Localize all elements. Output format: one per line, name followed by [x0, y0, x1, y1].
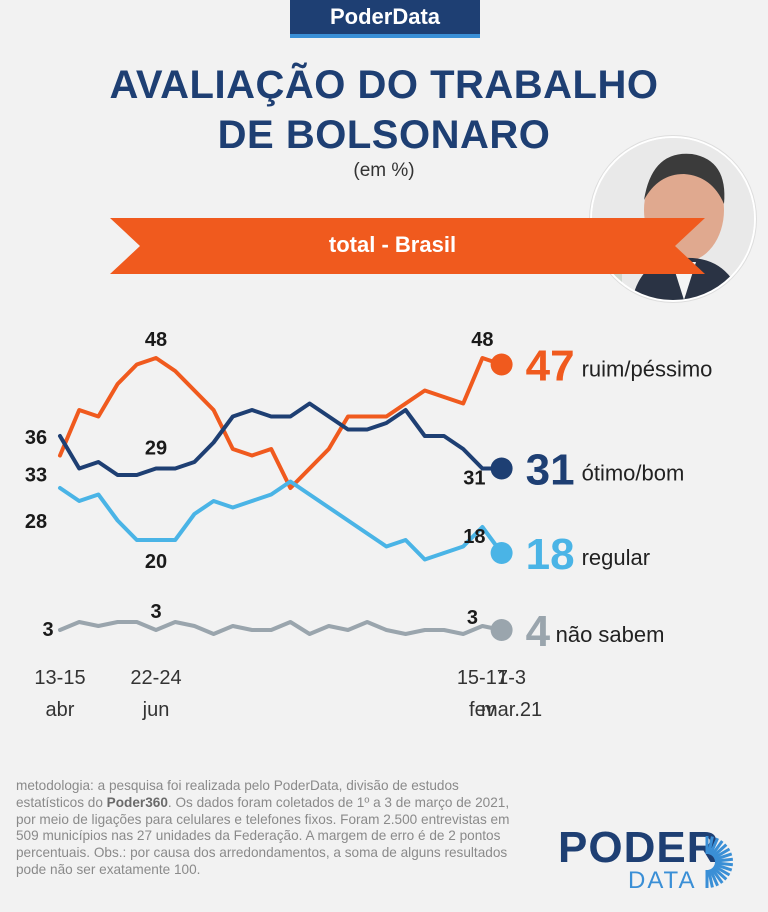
poderdata-badge: PoderData [290, 0, 480, 38]
data-label-regular-5: 20 [145, 551, 167, 573]
final-value-regular: 18 [526, 530, 575, 579]
methodology-suffix: . Os dados foram coletados de 1º a 3 de … [16, 794, 510, 877]
series-line-ruim [58, 356, 504, 490]
x-tick-23-line2: mar.21 [481, 699, 542, 721]
sunburst-ray [708, 837, 719, 856]
sunburst-ray [711, 843, 728, 858]
data-label-nao_sabem-0: 3 [42, 619, 53, 641]
sunburst-ray [713, 847, 731, 860]
data-label-nao_sabem-22: 3 [467, 607, 478, 629]
logo-poder-text: PODER [558, 823, 720, 872]
sunburst-ray [710, 867, 724, 884]
series-end-marker-nao_sabem [490, 619, 513, 641]
x-tick-23-line1: 1-3 [497, 667, 526, 689]
data-label-regular-0: 28 [25, 511, 47, 533]
series-line-otimo [58, 401, 504, 477]
series-end-marker-ruim [490, 353, 513, 376]
series-line-regular [58, 479, 504, 562]
chart-title-line-2: DE BOLSONARO [217, 113, 551, 157]
series-legend-otimo: ótimo/bom [582, 461, 685, 486]
x-tick-0-line1: 13-15 [34, 667, 85, 689]
sunburst-ray [713, 864, 731, 877]
sunburst-ray [707, 836, 714, 855]
series-legend-nao_sabem: não sabem [556, 622, 665, 647]
x-tick-0-line2: abr [46, 699, 75, 721]
x-tick-22-line1: 15-17 [457, 667, 508, 689]
methodology-source: Poder360 [106, 794, 168, 810]
banner-label: total - Brasil [328, 232, 457, 257]
logo-data-text: DATA [628, 867, 697, 894]
data-label-otimo-0: 36 [25, 427, 47, 449]
data-label-ruim-5: 48 [145, 329, 167, 351]
sunburst-ray [710, 840, 724, 857]
final-value-nao_sabem: 4 [526, 607, 551, 656]
sunburst-ray [708, 868, 719, 887]
series-legend-ruim: ruim/péssimo [582, 357, 713, 382]
data-label-ruim-22: 48 [471, 329, 493, 351]
x-tick-5-line1: 22-24 [130, 667, 181, 689]
line-chart: 47 ruim/péssimo 31 ótimo/bom 18 regular 4 não s… [25, 329, 713, 721]
final-value-ruim: 47 [526, 342, 575, 391]
data-label-regular-22: 18 [463, 526, 485, 548]
data-label-otimo-5: 29 [145, 438, 167, 460]
methodology-prefix: metodologia: a pesquisa foi realizada pe… [16, 778, 459, 810]
series-end-marker-regular [490, 542, 513, 564]
final-value-otimo: 31 [526, 446, 575, 495]
sunburst-ray [714, 852, 733, 861]
chart-unit: (em %) [353, 160, 415, 181]
sunburst-icon [705, 836, 734, 888]
sunburst-ray [714, 861, 734, 867]
series-line-nao_sabem [58, 620, 504, 636]
data-label-start-ruim: 33 [25, 465, 47, 487]
chart-title-line-1: AVALIAÇÃO DO TRABALHO [109, 63, 659, 107]
sunburst-ray [714, 863, 733, 872]
x-tick-5-line2: jun [142, 699, 170, 721]
data-label-nao_sabem-5: 3 [150, 601, 161, 623]
sunburst-ray [711, 866, 728, 881]
x-tick-22-line2: fev [469, 699, 496, 721]
sunburst-ray [707, 869, 714, 888]
poderdata-logo: PODER DATA [548, 822, 758, 902]
banner-ribbon [110, 218, 705, 274]
sunburst-ray [714, 857, 734, 863]
series-end-marker-otimo [490, 457, 513, 480]
methodology-note: metodologia: a pesquisa foi realizada pe… [16, 778, 526, 879]
data-label-otimo-22: 31 [463, 468, 485, 490]
series-legend-regular: regular [582, 545, 650, 570]
